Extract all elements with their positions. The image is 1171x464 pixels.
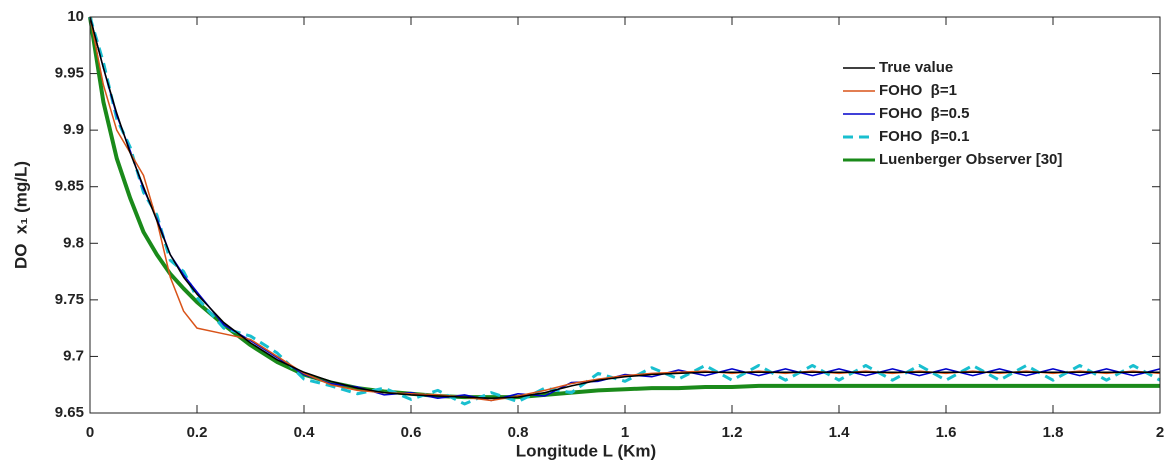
y-tick-label: 10 (67, 8, 84, 25)
series-line (89, 16, 1160, 400)
x-tick-label: 0.4 (294, 424, 316, 441)
legend-label: FOHO β=0.1 (879, 128, 969, 145)
y-axis-label: DO x₁ (mg/L) (11, 161, 30, 269)
legend-label: FOHO β=1 (879, 82, 957, 99)
x-tick-label: 1.6 (936, 424, 957, 441)
x-tick-label: 0.6 (401, 424, 422, 441)
x-tick-label: 2 (1156, 424, 1164, 441)
y-tick-label: 9.85 (55, 178, 84, 195)
y-tick-label: 9.95 (55, 65, 84, 82)
x-tick-label: 1 (621, 424, 629, 441)
y-tick-label: 9.75 (55, 291, 84, 308)
y-tick-label: 9.7 (63, 347, 84, 364)
x-axis-label: Longitude L (Km) (516, 441, 656, 460)
series-line (89, 16, 1161, 402)
x-tick-label: 1.4 (829, 424, 851, 441)
y-tick-label: 9.8 (63, 234, 84, 251)
x-tick-label: 1.2 (722, 424, 743, 441)
legend-label: True value (879, 59, 953, 76)
legend-label: FOHO β=0.5 (879, 105, 969, 122)
series-line (88, 16, 1161, 406)
y-tick-label: 9.9 (63, 121, 84, 138)
y-tick-label: 9.65 (55, 404, 84, 421)
x-tick-label: 1.8 (1043, 424, 1064, 441)
x-tick-label: 0 (86, 424, 94, 441)
x-tick-label: 0.8 (508, 424, 529, 441)
legend-label: Luenberger Observer [30] (879, 151, 1062, 168)
plot-frame (89, 16, 1161, 414)
x-tick-label: 0.2 (187, 424, 208, 441)
